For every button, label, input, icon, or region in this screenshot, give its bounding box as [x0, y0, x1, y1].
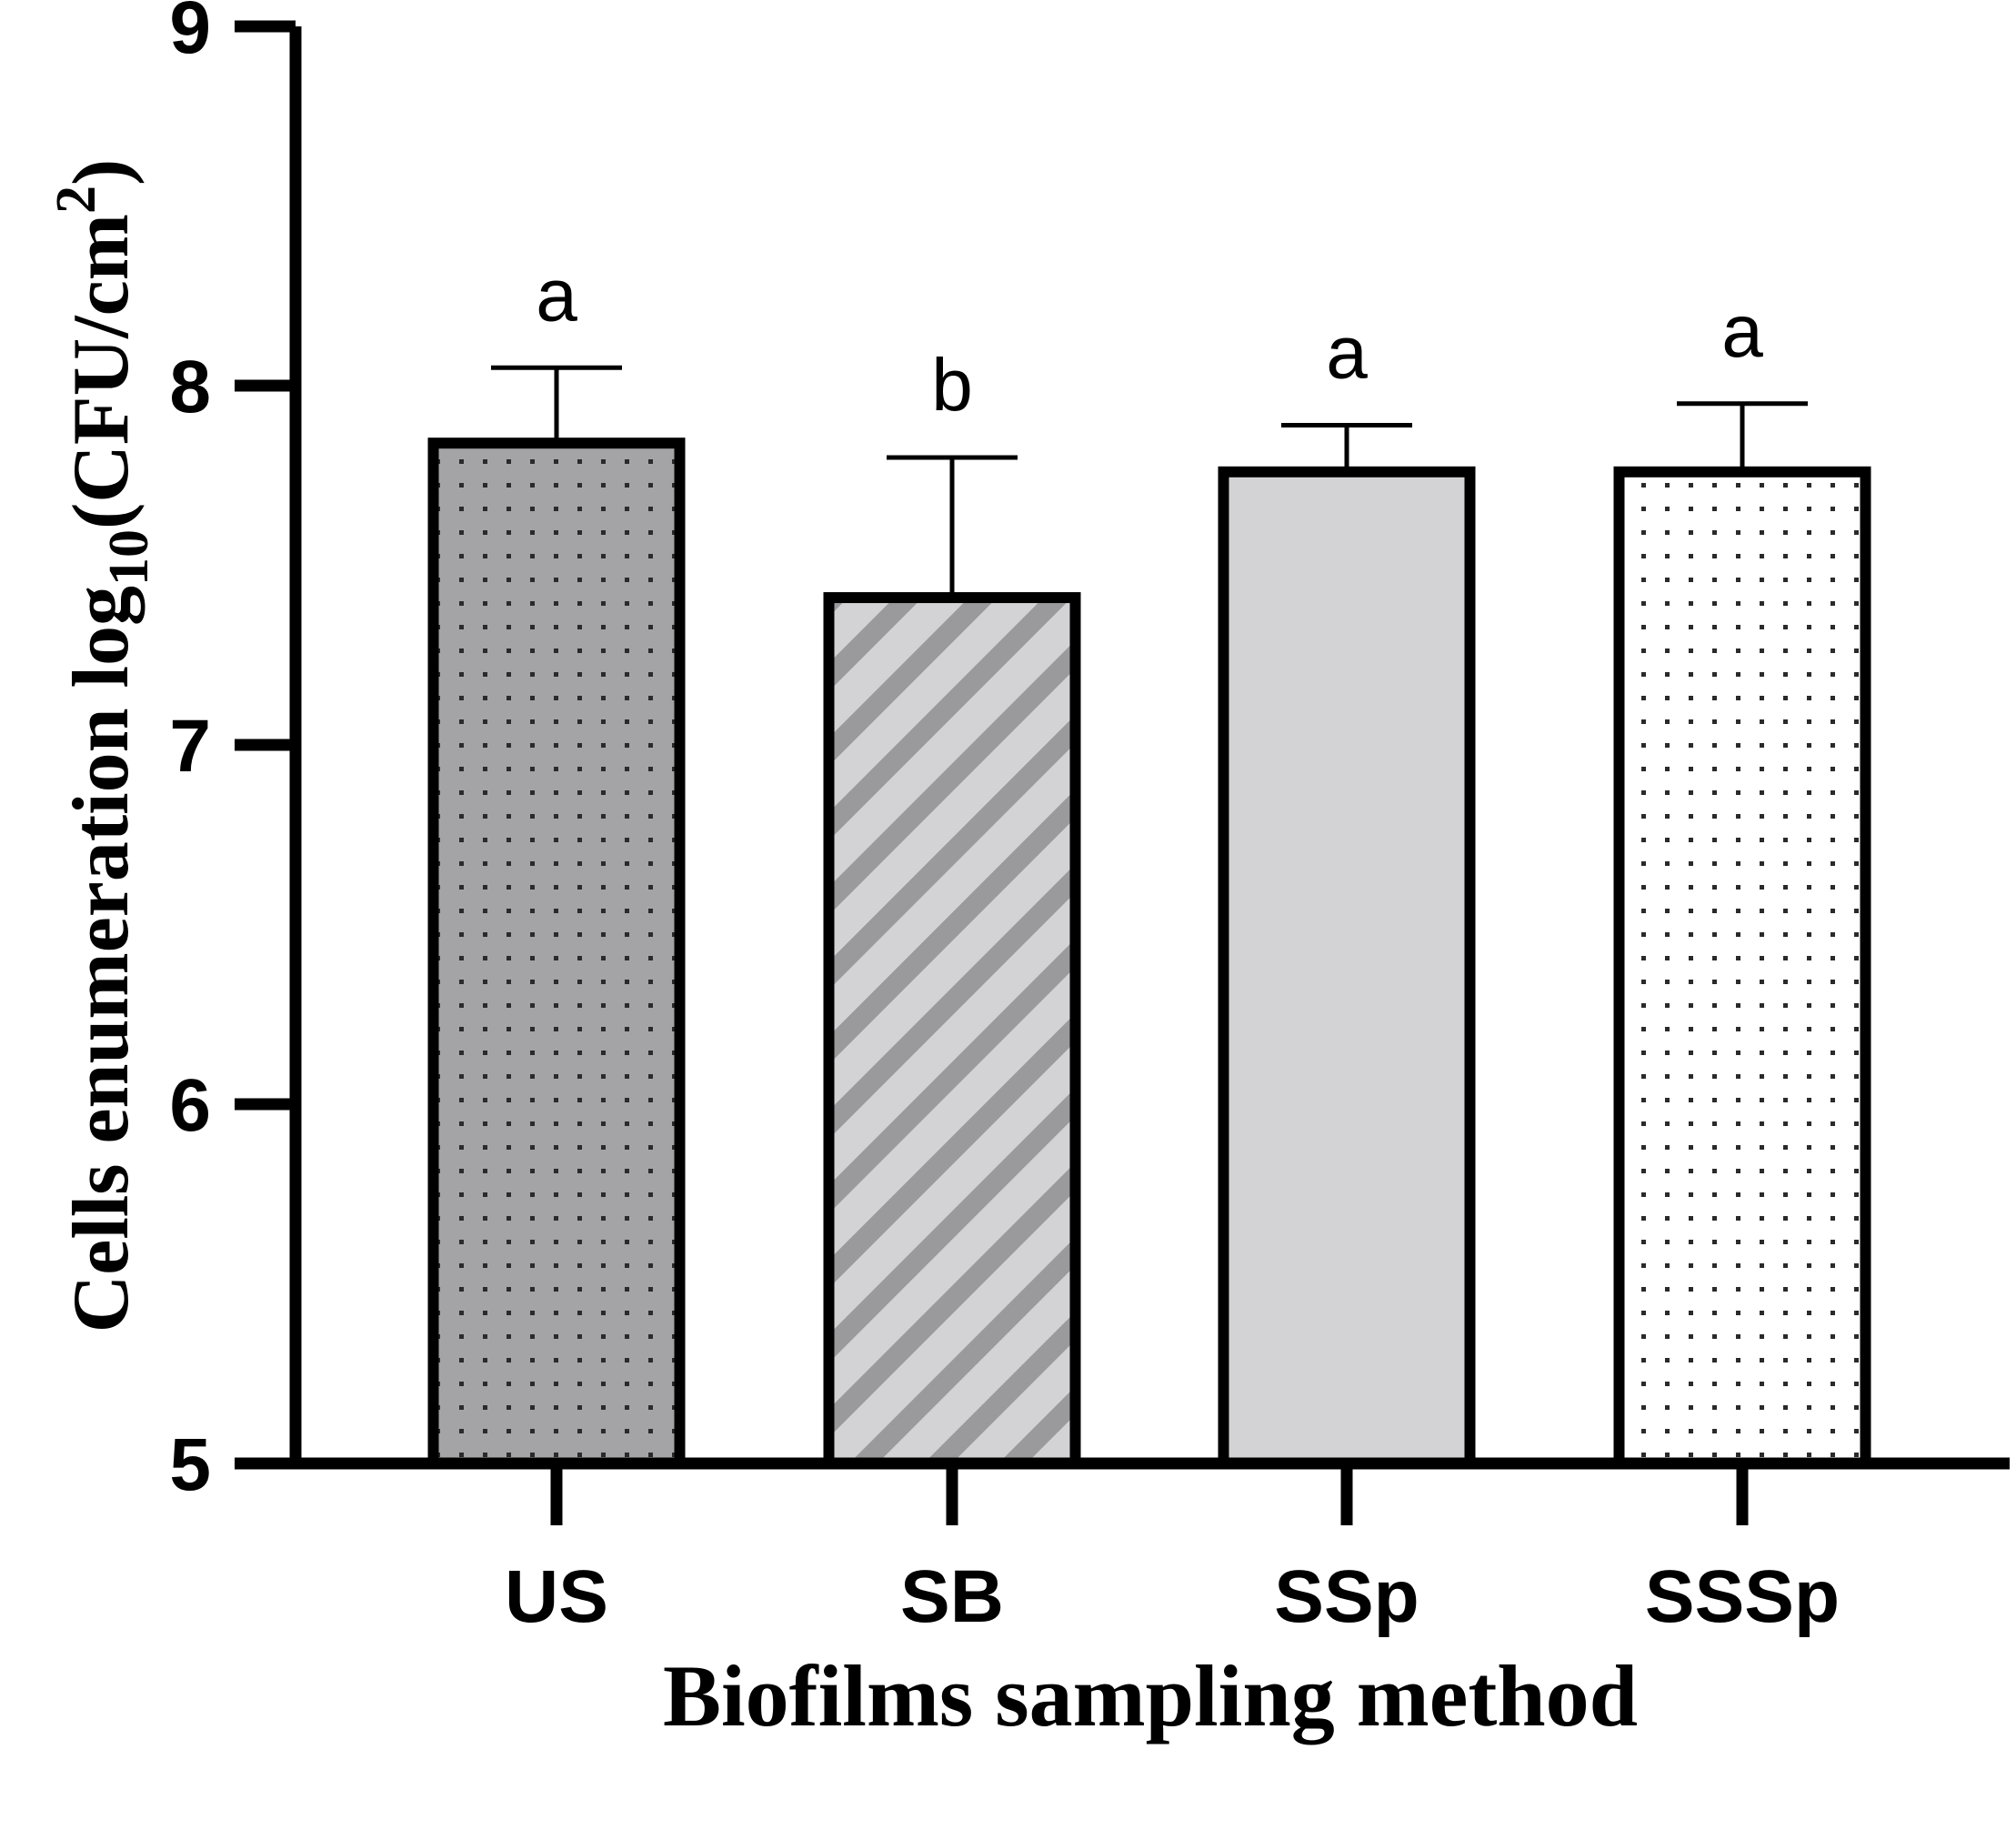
bar-SSp	[1218, 466, 1476, 1469]
x-tick-label-SB: SB	[900, 1555, 1004, 1638]
y-axis-title-subscript: 10	[98, 529, 160, 586]
x-tick-label-US: US	[505, 1555, 608, 1638]
significance-label-SB: b	[931, 344, 973, 427]
x-tick-label-SSSp: SSSp	[1645, 1555, 1840, 1638]
y-axis-title-unit: (CFU/cm	[57, 214, 145, 529]
y-tick-label-7: 7	[169, 705, 211, 788]
y-axis-title-close: )	[57, 159, 145, 186]
significance-label-SSSp: a	[1721, 290, 1763, 373]
significance-label-US: a	[536, 254, 577, 337]
x-axis-title: Biofilms sampling method	[663, 1647, 1638, 1744]
y-axis-title-superscript: 2	[45, 186, 107, 214]
bar-SSSp	[1613, 466, 1871, 1469]
y-tick-label-9: 9	[169, 0, 211, 69]
y-tick-label-5: 5	[169, 1423, 211, 1506]
significance-label-SSp: a	[1326, 311, 1368, 394]
bar-SB	[823, 592, 1081, 1469]
y-axis-title-prefix: Cells enumeration log	[57, 586, 145, 1332]
y-tick-label-8: 8	[169, 346, 211, 428]
x-tick-label-SSp: SSp	[1274, 1555, 1419, 1638]
bar-US	[427, 437, 686, 1470]
y-axis-title: Cells enumeration log10(CFU/cm2)	[45, 159, 160, 1333]
y-tick-label-6: 6	[169, 1064, 211, 1147]
